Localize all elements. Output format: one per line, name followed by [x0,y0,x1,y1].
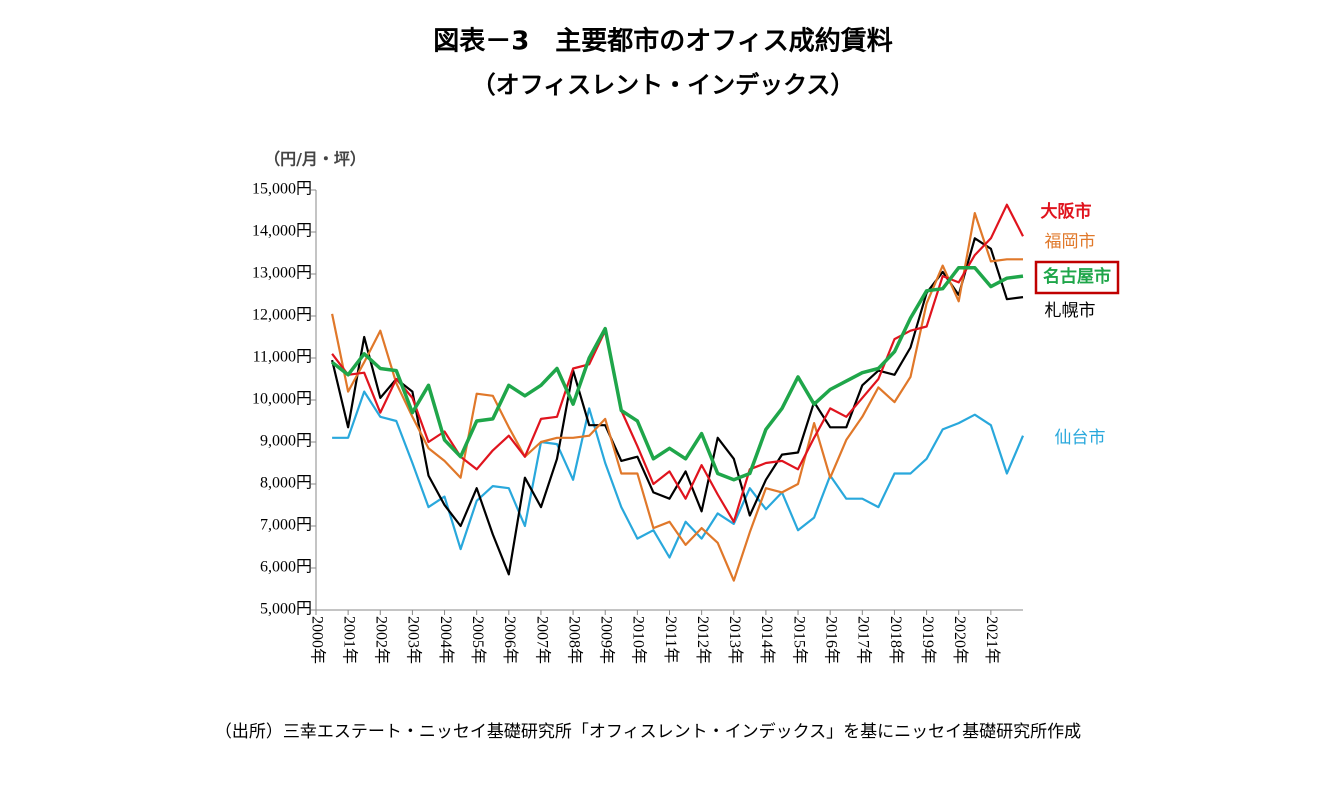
x-tick-label: 2000年 [308,616,326,664]
series-line [331,203,1024,523]
x-tick-label: 2021年 [983,616,1001,664]
x-tick-label: 2007年 [533,616,551,664]
x-tick-label: 2018年 [887,616,905,664]
x-tick-label: 2012年 [694,616,712,664]
y-tick-label: 10,000円 [252,391,312,408]
series-line [331,265,1024,482]
legend-label: 名古屋市 [1043,266,1111,287]
x-tick-label: 2013年 [726,616,744,664]
y-tick-label: 15,000円 [252,181,312,198]
x-tick-label: 2014年 [758,616,776,664]
y-tick-label: 8,000円 [260,475,312,492]
x-tick-label: 2019年 [919,616,937,664]
series-line [332,390,1025,559]
x-tick-label: 2016年 [823,616,841,664]
x-tick-label: 2002年 [373,616,391,664]
x-tick-label: 2006年 [501,616,519,664]
x-tick-label: 2017年 [855,616,873,664]
y-tick-label: 5,000円 [260,601,312,618]
y-axis-label: （円/月・坪） [264,150,366,169]
y-tick-label: 11,000円 [253,349,312,366]
x-tick-label: 2010年 [630,616,648,664]
source-note: （出所）三幸エステート・ニッセイ基礎研究所「オフィスレント・インデックス」を基に… [215,721,1081,742]
x-tick-label: 2015年 [790,616,808,664]
series-line [331,212,1023,582]
x-tick-label: 2011年 [662,616,680,663]
y-tick-label: 6,000円 [260,559,312,576]
chart-subtitle: （オフィスレント・インデックス） [472,71,855,99]
legend-label: 福岡市 [1045,232,1096,252]
x-tick-label: 2008年 [565,616,583,664]
x-tick-label: 2005年 [469,616,487,664]
legend-label: 札幌市 [1045,301,1096,321]
y-tick-label: 14,000円 [252,223,312,240]
legend-box [1034,260,1120,295]
y-tick-label: 12,000円 [252,307,312,324]
x-tick-label: 2001年 [340,616,358,664]
x-tick-label: 2004年 [437,616,455,664]
y-tick-label: 9,000円 [260,433,312,450]
legend-label: 仙台市 [1055,428,1106,448]
legend-label: 大阪市 [1041,201,1092,222]
chart-title: 図表－3 主要都市のオフィス成約賃料 [433,26,893,57]
y-tick-label: 13,000円 [252,265,312,282]
y-tick-label: 7,000円 [260,517,312,534]
x-tick-label: 2003年 [405,616,423,664]
x-tick-label: 2020年 [951,616,969,664]
x-tick-label: 2009年 [598,616,616,664]
